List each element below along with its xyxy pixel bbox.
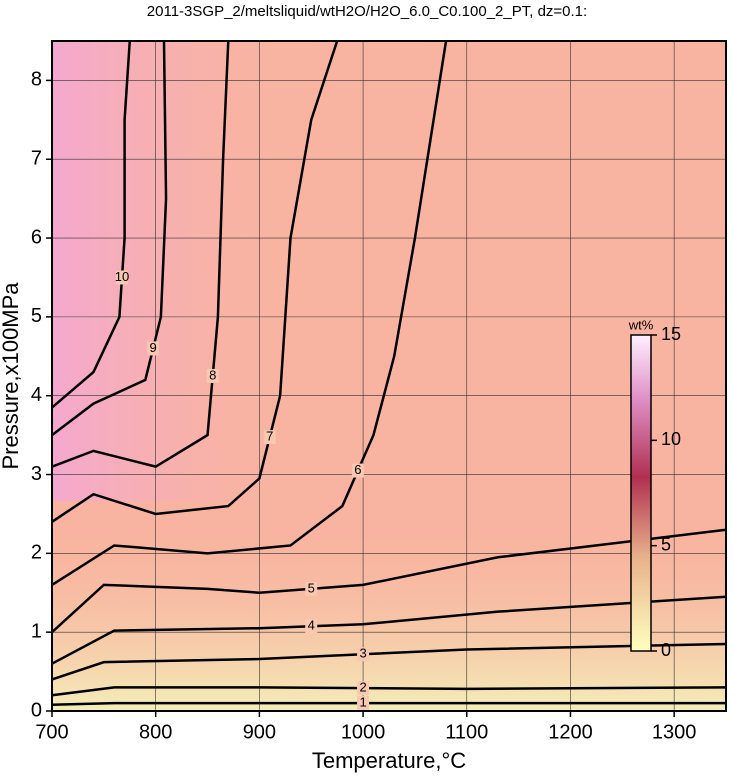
colorbar-tick-label: 0	[661, 640, 671, 660]
contour-label-bg	[305, 619, 318, 634]
colorbar-tick-label: 5	[661, 534, 671, 554]
contour-label: 6	[354, 462, 361, 477]
contour-line	[51, 701, 726, 706]
y-tick-label: 5	[31, 305, 42, 327]
plot-shade	[52, 41, 312, 501]
contour-label: 9	[149, 340, 156, 355]
x-tick-label: 700	[35, 721, 68, 743]
contour-label-bg	[357, 681, 370, 696]
contour-line	[51, 686, 727, 697]
y-tick-label: 3	[31, 463, 42, 485]
x-axis-label: Temperature,°C	[312, 748, 466, 773]
x-tick-label: 1200	[548, 721, 593, 743]
plot-shade	[52, 520, 726, 711]
x-tick-label: 900	[243, 721, 276, 743]
x-tick-label: 1100	[445, 721, 488, 743]
contour-label-bg	[357, 696, 370, 711]
contour-label-bg	[263, 430, 276, 445]
x-tick-label: 800	[139, 721, 172, 743]
contour-line	[51, 528, 727, 634]
y-tick-label: 7	[31, 148, 42, 170]
x-tick-label: 1300	[652, 721, 697, 743]
contour-label: 2	[359, 680, 366, 695]
y-tick-label: 8	[31, 69, 42, 91]
contour-label: 5	[308, 580, 315, 595]
contour-label: 8	[209, 367, 216, 382]
contour-label-bg	[305, 581, 318, 596]
colorbar-tick-label: 15	[661, 324, 681, 344]
contour-label: 7	[266, 429, 273, 444]
x-tick-label: 1000	[341, 721, 386, 743]
contour-label-bg	[147, 341, 160, 356]
y-tick-label: 0	[31, 699, 42, 721]
y-tick-label: 1	[31, 620, 42, 642]
colorbar-tick-label: 10	[661, 429, 681, 449]
y-tick-label: 6	[31, 226, 42, 248]
contour-line	[51, 40, 339, 523]
contour-label-bg	[115, 270, 128, 285]
contour-label: 4	[308, 618, 315, 633]
contour-label: 10	[115, 269, 129, 284]
contour-label: 3	[359, 646, 366, 661]
contour-line	[51, 642, 727, 681]
plot-frame	[51, 40, 727, 712]
colorbar-label: wt%	[628, 317, 654, 332]
contour-line	[51, 40, 230, 468]
plot-area	[52, 41, 726, 711]
contour-line	[51, 40, 448, 586]
y-tick-label: 2	[31, 542, 42, 564]
contour-label-bg	[357, 647, 370, 662]
contour-label-bg	[351, 463, 364, 478]
colorbar	[630, 334, 652, 652]
y-tick-label: 4	[31, 384, 42, 406]
y-axis-label: Pressure,x100MPa	[0, 282, 23, 470]
contour-label-bg	[206, 369, 219, 383]
chart-title: 2011-3SGP_2/meltsliquid/wtH2O/H2O_6.0_C0…	[147, 3, 587, 20]
contour-label: 1	[359, 695, 366, 710]
